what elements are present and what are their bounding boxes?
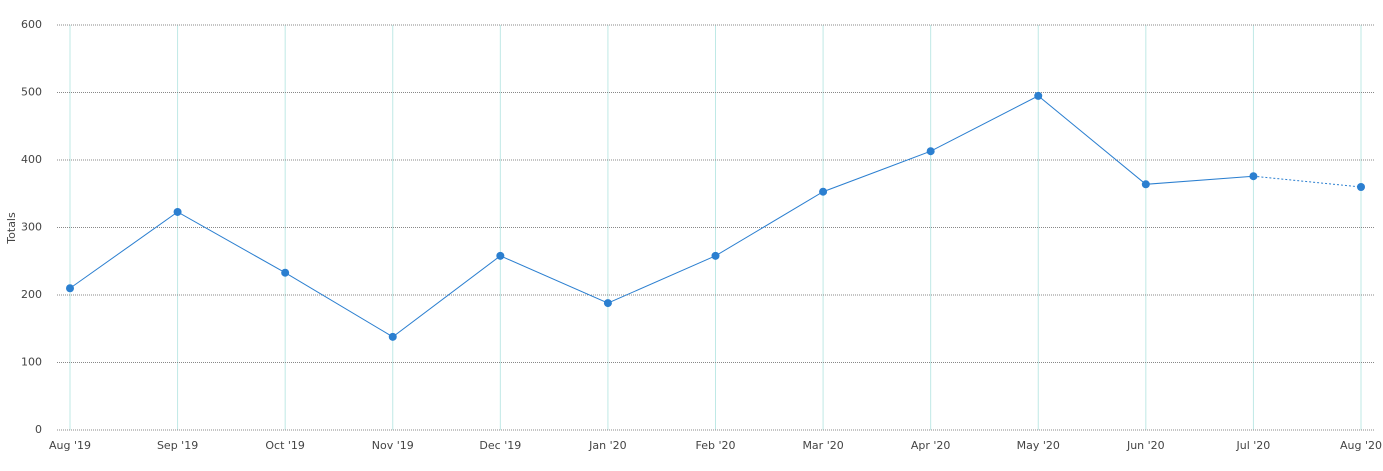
y-axis-label: Totals [5, 212, 18, 245]
x-tick-label: Jan '20 [588, 439, 626, 452]
point [1249, 172, 1258, 181]
x-tick-label: Jun '20 [1126, 439, 1165, 452]
y-tick-label: 400 [21, 153, 42, 166]
x-tick-label: Feb '20 [696, 439, 736, 452]
x-tick-label: Mar '20 [802, 439, 843, 452]
point [926, 147, 935, 156]
x-tick-label: Jul '20 [1236, 439, 1271, 452]
y-tick-label: 500 [21, 86, 42, 99]
x-tick-label: Oct '19 [265, 439, 305, 452]
y-tick-label: 300 [21, 221, 42, 234]
line [69, 95, 1254, 338]
y-tick-label: 0 [35, 423, 42, 436]
y-tick-label: 600 [21, 18, 42, 31]
x-tick-label: Aug '20 [1340, 439, 1382, 452]
point [496, 251, 505, 260]
x-tick-label: May '20 [1017, 439, 1060, 452]
point [388, 332, 397, 341]
x-tick-label: Nov '19 [372, 439, 414, 452]
point [1034, 91, 1043, 100]
x-tick-label: Apr '20 [911, 439, 951, 452]
x-tick-label: Sep '19 [157, 439, 198, 452]
line-projected [1253, 175, 1362, 188]
point [1357, 183, 1365, 191]
point [66, 284, 74, 293]
y-tick-label: 200 [21, 288, 42, 301]
x-tick-label: Aug '19 [49, 439, 91, 452]
point [819, 187, 828, 196]
y-tick-label: 100 [21, 356, 42, 369]
point [711, 251, 720, 260]
x-tick-label: Dec '19 [479, 439, 521, 452]
point [173, 207, 182, 216]
point [603, 299, 612, 308]
point [1141, 180, 1150, 189]
point [281, 268, 290, 277]
